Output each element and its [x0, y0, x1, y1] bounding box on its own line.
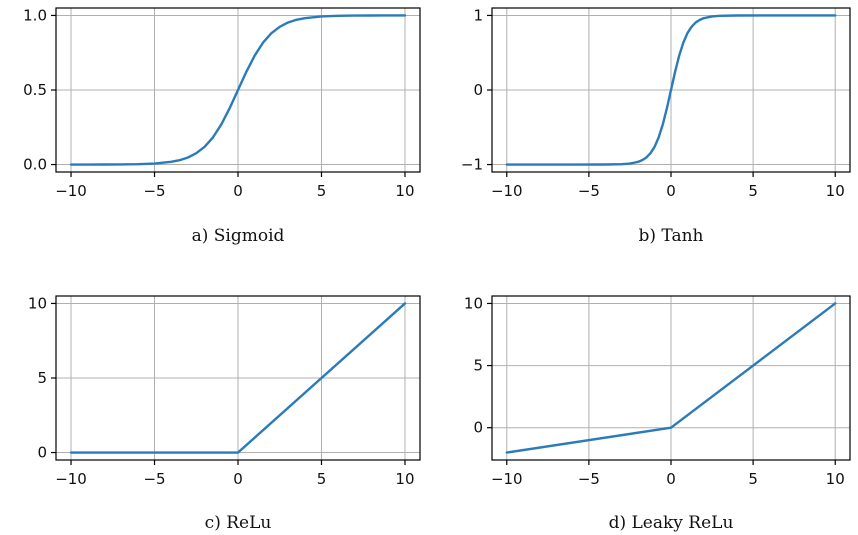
x-tick-label: 10 [395, 182, 414, 200]
x-tick-label: 0 [666, 470, 676, 488]
panel-caption: a) Sigmoid [192, 226, 285, 246]
x-tick-label: 5 [748, 470, 758, 488]
y-tick-label: 0 [473, 81, 483, 99]
y-tick-label: 0.0 [23, 156, 47, 174]
y-tick-label: −1 [461, 156, 483, 174]
x-tick-label: 0 [233, 470, 243, 488]
x-tick-label: 0 [666, 182, 676, 200]
x-tick-label: 5 [748, 182, 758, 200]
x-tick-label: 10 [826, 470, 845, 488]
y-tick-label: 1 [473, 6, 483, 24]
y-tick-label: 10 [464, 294, 483, 312]
x-tick-label: 10 [395, 470, 414, 488]
x-tick-label: −5 [143, 182, 165, 200]
y-tick-label: 5 [37, 369, 47, 387]
x-tick-label: 5 [317, 470, 327, 488]
x-tick-label: 10 [826, 182, 845, 200]
x-tick-label: −10 [491, 470, 523, 488]
panel-leaky-relu: −10 −5 0 5 10 0 5 10 d) Leaky ReLu [464, 294, 851, 533]
panel-caption: d) Leaky ReLu [609, 513, 734, 533]
y-tick-label: 0.5 [23, 81, 47, 99]
y-tick-label: 10 [28, 294, 47, 312]
x-tick-label: −10 [491, 182, 523, 200]
y-tick-label: 0 [37, 444, 47, 462]
panel-caption: c) ReLu [205, 513, 272, 533]
y-tick-label: 1.0 [23, 6, 47, 24]
x-tick-label: 0 [233, 182, 243, 200]
x-tick-label: −10 [55, 182, 87, 200]
series-line [505, 302, 837, 454]
panel-relu: −10 −5 0 5 10 0 5 10 c) ReLu [28, 294, 421, 533]
series-line [69, 14, 407, 166]
series-line [505, 14, 837, 166]
y-tick-label: 0 [473, 419, 483, 437]
series-line [69, 302, 407, 454]
x-tick-label: −5 [578, 470, 600, 488]
panel-caption: b) Tanh [639, 226, 704, 246]
x-tick-label: −5 [578, 182, 600, 200]
panel-sigmoid: −10 −5 0 5 10 0.0 0.5 1.0 a) Sigmoid [23, 6, 421, 246]
y-tick-label: 5 [473, 357, 483, 375]
x-tick-label: −10 [55, 470, 87, 488]
x-tick-label: −5 [143, 470, 165, 488]
x-tick-label: 5 [317, 182, 327, 200]
